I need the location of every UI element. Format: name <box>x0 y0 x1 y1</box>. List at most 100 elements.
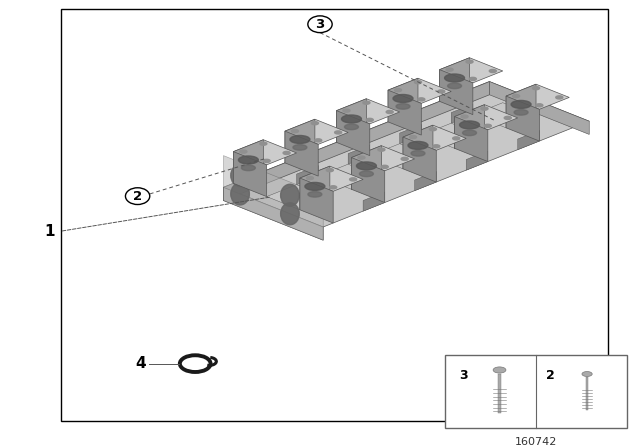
Ellipse shape <box>461 115 468 118</box>
Polygon shape <box>370 144 433 169</box>
Polygon shape <box>451 104 473 123</box>
Ellipse shape <box>463 130 477 136</box>
Ellipse shape <box>429 128 436 131</box>
Ellipse shape <box>360 171 373 177</box>
Ellipse shape <box>447 83 461 89</box>
Ellipse shape <box>280 203 300 225</box>
Polygon shape <box>403 125 433 169</box>
Polygon shape <box>223 82 490 201</box>
Polygon shape <box>454 124 484 148</box>
Polygon shape <box>267 185 330 210</box>
Ellipse shape <box>342 115 362 123</box>
Bar <box>586 377 588 410</box>
Polygon shape <box>490 82 589 134</box>
Ellipse shape <box>305 182 325 190</box>
Polygon shape <box>300 166 363 191</box>
Polygon shape <box>223 82 589 227</box>
Polygon shape <box>318 164 381 190</box>
Polygon shape <box>300 185 330 210</box>
Ellipse shape <box>411 151 425 156</box>
Polygon shape <box>421 123 484 148</box>
Polygon shape <box>440 58 503 83</box>
Ellipse shape <box>330 186 337 189</box>
Ellipse shape <box>290 135 310 143</box>
Polygon shape <box>466 151 488 170</box>
Ellipse shape <box>343 109 350 112</box>
Ellipse shape <box>356 162 376 170</box>
Circle shape <box>125 188 150 205</box>
Ellipse shape <box>446 68 453 71</box>
Polygon shape <box>285 131 318 176</box>
Ellipse shape <box>307 177 314 180</box>
Ellipse shape <box>489 69 496 73</box>
Ellipse shape <box>326 168 333 172</box>
Polygon shape <box>351 165 381 190</box>
Ellipse shape <box>493 367 506 373</box>
Polygon shape <box>506 84 536 128</box>
Ellipse shape <box>460 121 479 129</box>
Polygon shape <box>351 146 381 190</box>
Ellipse shape <box>378 148 385 151</box>
Polygon shape <box>388 78 451 103</box>
Polygon shape <box>454 105 518 130</box>
Polygon shape <box>506 84 570 109</box>
Text: 3: 3 <box>459 369 467 382</box>
Ellipse shape <box>484 124 492 127</box>
Polygon shape <box>223 187 323 240</box>
Ellipse shape <box>582 371 592 376</box>
Ellipse shape <box>308 192 322 197</box>
Ellipse shape <box>532 86 540 90</box>
Ellipse shape <box>241 165 255 171</box>
Ellipse shape <box>386 110 393 113</box>
Text: 4: 4 <box>136 356 146 371</box>
Ellipse shape <box>481 107 488 110</box>
Ellipse shape <box>263 159 270 163</box>
Ellipse shape <box>393 95 413 103</box>
Bar <box>499 374 501 413</box>
Ellipse shape <box>240 150 247 153</box>
Ellipse shape <box>445 74 465 82</box>
Ellipse shape <box>438 90 445 93</box>
Polygon shape <box>337 99 367 142</box>
Polygon shape <box>388 90 421 135</box>
Ellipse shape <box>536 104 543 107</box>
Polygon shape <box>234 140 296 165</box>
Text: 2: 2 <box>546 369 555 382</box>
Polygon shape <box>223 155 323 240</box>
Polygon shape <box>351 158 385 202</box>
Text: 160742: 160742 <box>515 437 557 447</box>
Ellipse shape <box>401 157 408 160</box>
Ellipse shape <box>293 145 307 150</box>
Polygon shape <box>234 151 267 197</box>
Ellipse shape <box>239 156 259 164</box>
Polygon shape <box>400 125 421 144</box>
Text: 3: 3 <box>316 18 324 31</box>
Ellipse shape <box>231 164 250 186</box>
Ellipse shape <box>433 145 440 148</box>
Bar <box>445 355 627 427</box>
Ellipse shape <box>283 151 290 155</box>
Polygon shape <box>300 166 330 210</box>
Ellipse shape <box>366 118 373 121</box>
Polygon shape <box>518 130 540 150</box>
Polygon shape <box>403 137 436 182</box>
Ellipse shape <box>511 100 531 108</box>
Polygon shape <box>285 119 315 163</box>
Polygon shape <box>285 119 348 144</box>
Ellipse shape <box>260 142 267 145</box>
Ellipse shape <box>513 95 520 98</box>
Polygon shape <box>415 172 436 191</box>
Polygon shape <box>234 140 263 183</box>
Ellipse shape <box>358 156 365 159</box>
Ellipse shape <box>315 139 322 142</box>
Polygon shape <box>300 178 333 223</box>
Polygon shape <box>454 105 484 148</box>
Ellipse shape <box>363 101 370 104</box>
Bar <box>61 9 608 421</box>
Polygon shape <box>403 125 466 150</box>
Circle shape <box>308 16 332 33</box>
Ellipse shape <box>514 110 528 115</box>
Ellipse shape <box>415 81 422 84</box>
Ellipse shape <box>396 103 410 109</box>
Ellipse shape <box>452 137 460 140</box>
